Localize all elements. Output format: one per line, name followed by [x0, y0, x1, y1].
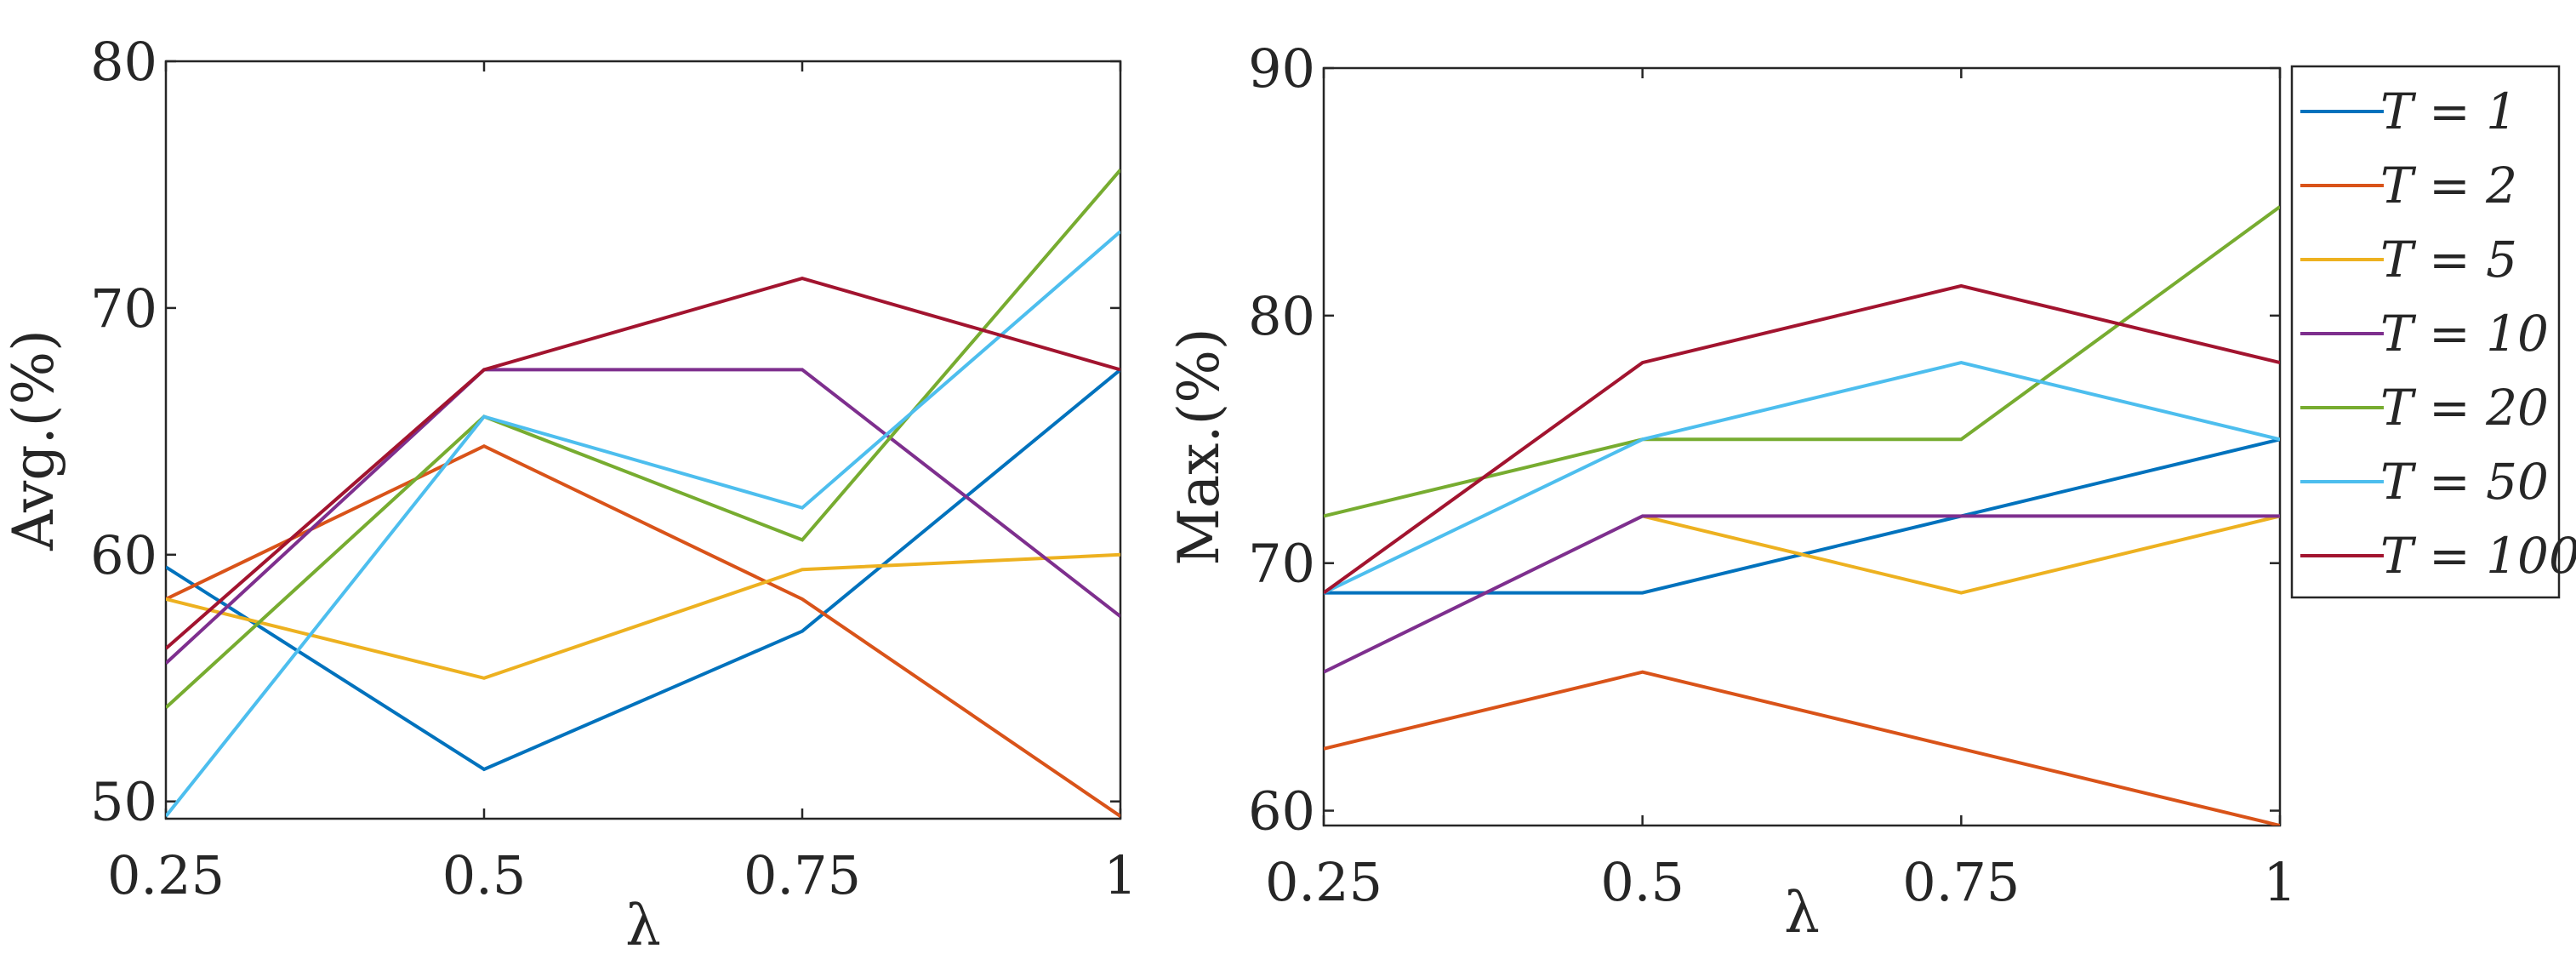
avg-series-line-50	[166, 230, 1120, 818]
avg-x-tick-label: 0.5	[442, 844, 527, 906]
avg-series-group	[166, 169, 1120, 818]
max-series-group	[1324, 205, 2280, 826]
max-x-tick-label: 0.75	[1902, 851, 2020, 913]
legend-label: T = 20	[2380, 379, 2549, 437]
avg-y-tick-label: 80	[90, 31, 157, 93]
avg-series-line-10	[166, 368, 1120, 665]
max-series-line-2	[1324, 670, 2280, 826]
legend-label: T = 1	[2380, 83, 2517, 140]
max-y-axis-title: Max.(%)	[1166, 328, 1232, 565]
avg-series-line-1	[166, 368, 1120, 772]
avg-chart: 0.25 0.5 0.75 1 50 60 70 80 λ Avg.(%)	[1, 31, 1137, 958]
max-x-tick-label: 0.5	[1600, 851, 1684, 913]
avg-y-tick-label: 70	[90, 277, 157, 340]
avg-series-line-100	[166, 277, 1120, 650]
avg-x-tick-label: 0.25	[107, 844, 225, 906]
legend-label: T = 50	[2380, 453, 2549, 511]
max-series-line-50	[1324, 361, 2280, 595]
legend-label: T = 100	[2380, 527, 2576, 585]
avg-axes-box	[164, 60, 1122, 820]
avg-y-tick-label: 60	[90, 524, 157, 586]
legend-label: T = 10	[2380, 305, 2549, 363]
max-series-line-100	[1324, 283, 2280, 595]
max-axes-box	[1322, 66, 2282, 827]
max-chart: 0.25 0.5 0.75 1 60 70 80 90 λ Max.(%)	[1166, 37, 2297, 946]
max-y-tick-label: 60	[1248, 780, 1315, 843]
avg-y-tick-label: 50	[90, 771, 157, 833]
max-x-tick-label: 1	[2263, 851, 2296, 913]
legend: T = 1 T = 2 T = 5 T = 10 T = 20 T = 50 T = 100	[2290, 65, 2576, 599]
max-y-tick-label: 80	[1248, 285, 1315, 347]
max-y-tick-label: 70	[1248, 533, 1315, 595]
avg-y-axis-title: Avg.(%)	[1, 329, 66, 551]
avg-series-line-5	[166, 552, 1120, 680]
max-series-line-10	[1324, 514, 2280, 674]
avg-x-tick-label: 0.75	[744, 844, 861, 906]
max-x-axis-title: λ	[1784, 880, 1820, 946]
avg-series-line-20	[166, 169, 1120, 709]
max-series-line-5	[1642, 514, 2280, 595]
legend-label: T = 2	[2380, 157, 2517, 214]
max-y-tick-label: 90	[1248, 37, 1315, 100]
max-x-tick-label: 0.25	[1265, 851, 1382, 913]
avg-x-tick-label: 1	[1103, 844, 1137, 906]
legend-label: T = 5	[2380, 231, 2517, 289]
avg-x-axis-title: λ	[625, 893, 661, 958]
avg-series-line-2	[166, 443, 1120, 818]
